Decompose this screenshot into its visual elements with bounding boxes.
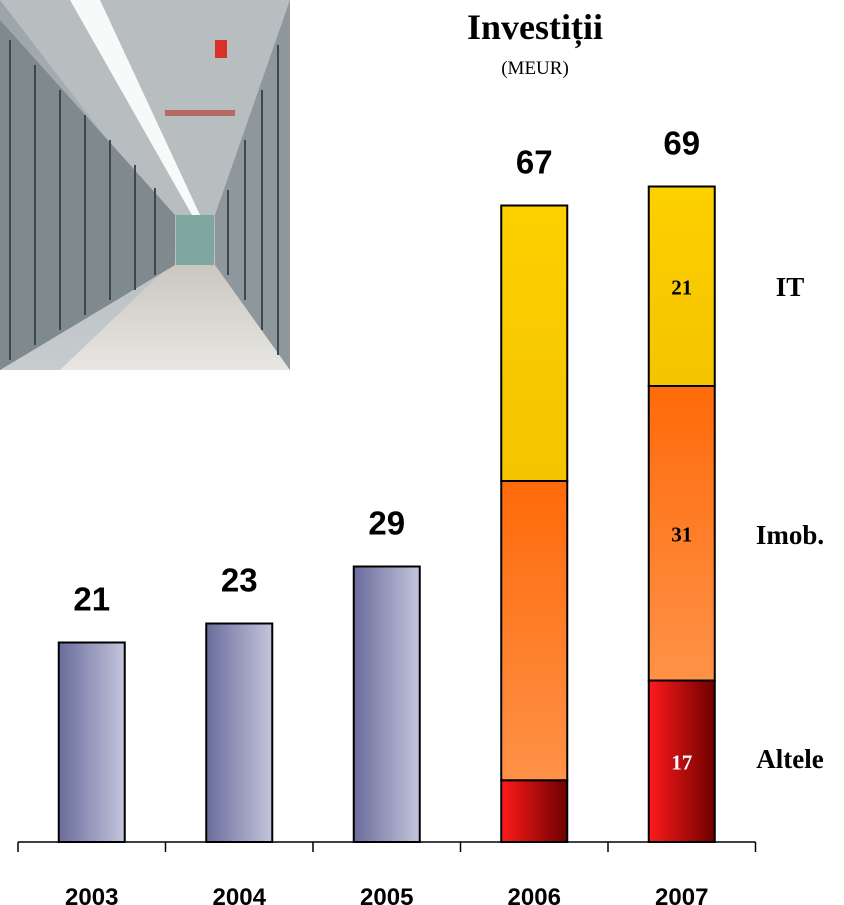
segment-label-2007-altele: 17 [671,750,692,774]
x-tick-label-2005: 2005 [360,884,413,905]
segment-label-2007-imob: 31 [671,522,692,546]
bar-2006-it [500,204,569,482]
x-tick-label-2003: 2003 [65,884,118,905]
bar-2006-imob [500,480,569,782]
bar-2006-altele [500,779,569,843]
bar-2007-it [647,185,716,387]
chart-subtitle: (MEUR) [501,58,569,79]
x-tick-label-2004: 2004 [213,884,267,905]
segment-label-2007-it: 21 [671,275,692,299]
bar-2004 [205,622,274,843]
bar-2005 [352,565,421,843]
bar-2007-imob [647,385,716,682]
chart-title: Investiții [466,7,603,47]
server-room-photo [0,0,290,370]
x-tick-label-2006: 2006 [508,884,561,905]
bar-2003 [57,641,126,843]
total-label-2003: 21 [73,581,110,618]
total-label-2007: 69 [663,125,700,162]
x-tick-label-2007: 2007 [655,884,708,905]
total-label-2006: 67 [516,144,553,181]
total-label-2004: 23 [221,562,258,599]
total-label-2005: 29 [368,505,405,542]
legend-label-altele: Altele [756,744,823,774]
bar-2007-altele [647,679,716,843]
legend-label-imob: Imob. [756,520,824,550]
legend-label-it: IT [776,272,805,302]
